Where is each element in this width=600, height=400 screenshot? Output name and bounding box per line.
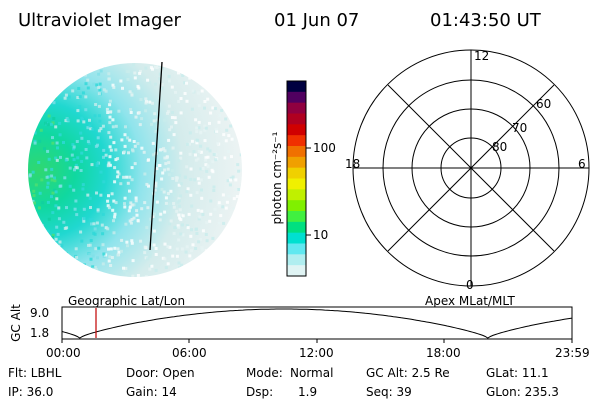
gcalt-info: GC Alt: 2.5 Re xyxy=(366,366,450,380)
colorbar-bands xyxy=(287,81,306,277)
colorbar-band xyxy=(287,178,306,190)
colorbar-band xyxy=(287,221,306,234)
colorbar-band xyxy=(287,232,306,245)
altitude-ytick-1.8: 1.8 xyxy=(30,326,50,340)
colorbar-band xyxy=(287,189,306,201)
altitude-xtick-1200: 12:00 xyxy=(299,346,334,360)
altitude-xtick-2359: 23:59 xyxy=(555,346,590,360)
colorbar-band xyxy=(287,146,306,158)
ip-info: IP: 36.0 xyxy=(8,385,54,399)
dsp-label: Dsp: xyxy=(246,385,274,399)
apex-label: Apex MLat/MLT xyxy=(425,294,515,308)
time-label: 01:43:50 UT xyxy=(430,10,541,31)
polar-label-70: 70 xyxy=(512,121,528,135)
altitude-ylabel: GC Alt xyxy=(8,304,23,342)
altitude-xtick-0600: 06:00 xyxy=(172,346,207,360)
gain-info: Gain: 14 xyxy=(126,385,177,399)
glat-info: GLat: 11.1 xyxy=(486,366,549,380)
polar-label-60: 60 xyxy=(536,97,552,111)
colorbar-label-100: 100 xyxy=(313,141,336,155)
dsp-value: 1.9 xyxy=(298,385,318,399)
colorbar-band xyxy=(287,167,306,180)
polar-label-6: 6 xyxy=(578,157,586,171)
colorbar-band xyxy=(287,156,306,169)
geographic-label: Geographic Lat/Lon xyxy=(68,294,186,308)
glon-info: GLon: 235.3 xyxy=(486,385,559,399)
polar-diagonal-2 xyxy=(387,84,555,252)
polar-label-12: 12 xyxy=(474,49,490,63)
colorbar-band xyxy=(287,135,306,147)
altitude-xtick-1800: 18:00 xyxy=(426,346,461,360)
colorbar-band xyxy=(287,113,306,125)
colorbar-band xyxy=(287,211,306,223)
polar-label-80: 80 xyxy=(492,140,508,154)
colorbar-band xyxy=(287,124,306,136)
polar-label-0: 0 xyxy=(466,278,474,292)
seq-info: Seq: 39 xyxy=(366,385,412,399)
colorbar-frame xyxy=(286,80,307,277)
door-info: Door: Open xyxy=(126,366,195,380)
altitude-xtick-0000: 00:00 xyxy=(46,346,81,360)
mode-value: Normal xyxy=(290,366,334,380)
colorbar-band xyxy=(287,81,306,93)
colorbar-band xyxy=(287,91,306,104)
flt-info: Flt: LBHL xyxy=(8,366,62,380)
colorbar-band xyxy=(287,254,306,266)
colorbar-band xyxy=(287,243,306,255)
altitude-curve xyxy=(61,308,573,339)
mode-label: Mode: xyxy=(246,366,283,380)
colorbar-label-10: 10 xyxy=(313,228,329,242)
terminator-line xyxy=(149,61,163,251)
colorbar-band xyxy=(287,265,306,277)
instrument-title: Ultraviolet Imager xyxy=(18,10,181,31)
colorbar-band xyxy=(287,102,306,115)
date-label: 01 Jun 07 xyxy=(274,10,360,31)
polar-label-18: 18 xyxy=(345,157,361,171)
colorbar-band xyxy=(287,200,306,212)
altitude-ytick-9: 9.0 xyxy=(30,306,50,320)
